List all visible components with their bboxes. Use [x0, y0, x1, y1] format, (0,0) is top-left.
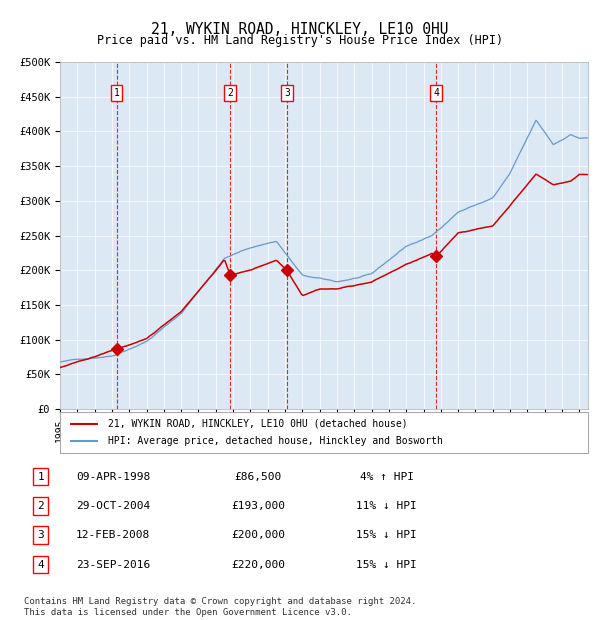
- Text: 11% ↓ HPI: 11% ↓ HPI: [356, 501, 417, 511]
- Text: 29-OCT-2004: 29-OCT-2004: [76, 501, 151, 511]
- Text: £220,000: £220,000: [232, 559, 286, 570]
- Text: 4: 4: [37, 559, 44, 570]
- Text: Price paid vs. HM Land Registry's House Price Index (HPI): Price paid vs. HM Land Registry's House …: [97, 34, 503, 47]
- Text: 2: 2: [227, 88, 233, 98]
- FancyBboxPatch shape: [60, 412, 588, 453]
- Text: 1: 1: [37, 472, 44, 482]
- Text: £86,500: £86,500: [235, 472, 282, 482]
- Text: HPI: Average price, detached house, Hinckley and Bosworth: HPI: Average price, detached house, Hinc…: [107, 436, 442, 446]
- Text: 23-SEP-2016: 23-SEP-2016: [76, 559, 151, 570]
- Text: 1: 1: [113, 88, 119, 98]
- Text: 4: 4: [433, 88, 439, 98]
- Text: 21, WYKIN ROAD, HINCKLEY, LE10 0HU (detached house): 21, WYKIN ROAD, HINCKLEY, LE10 0HU (deta…: [107, 418, 407, 428]
- Text: 3: 3: [284, 88, 290, 98]
- Text: 21, WYKIN ROAD, HINCKLEY, LE10 0HU: 21, WYKIN ROAD, HINCKLEY, LE10 0HU: [151, 22, 449, 37]
- Text: 15% ↓ HPI: 15% ↓ HPI: [356, 559, 417, 570]
- Text: 12-FEB-2008: 12-FEB-2008: [76, 530, 151, 540]
- Text: Contains HM Land Registry data © Crown copyright and database right 2024.
This d: Contains HM Land Registry data © Crown c…: [24, 598, 416, 617]
- Text: £200,000: £200,000: [232, 530, 286, 540]
- Text: 4% ↑ HPI: 4% ↑ HPI: [360, 472, 414, 482]
- Text: £193,000: £193,000: [232, 501, 286, 511]
- Text: 15% ↓ HPI: 15% ↓ HPI: [356, 530, 417, 540]
- Text: 09-APR-1998: 09-APR-1998: [76, 472, 151, 482]
- Text: 3: 3: [37, 530, 44, 540]
- Text: 2: 2: [37, 501, 44, 511]
